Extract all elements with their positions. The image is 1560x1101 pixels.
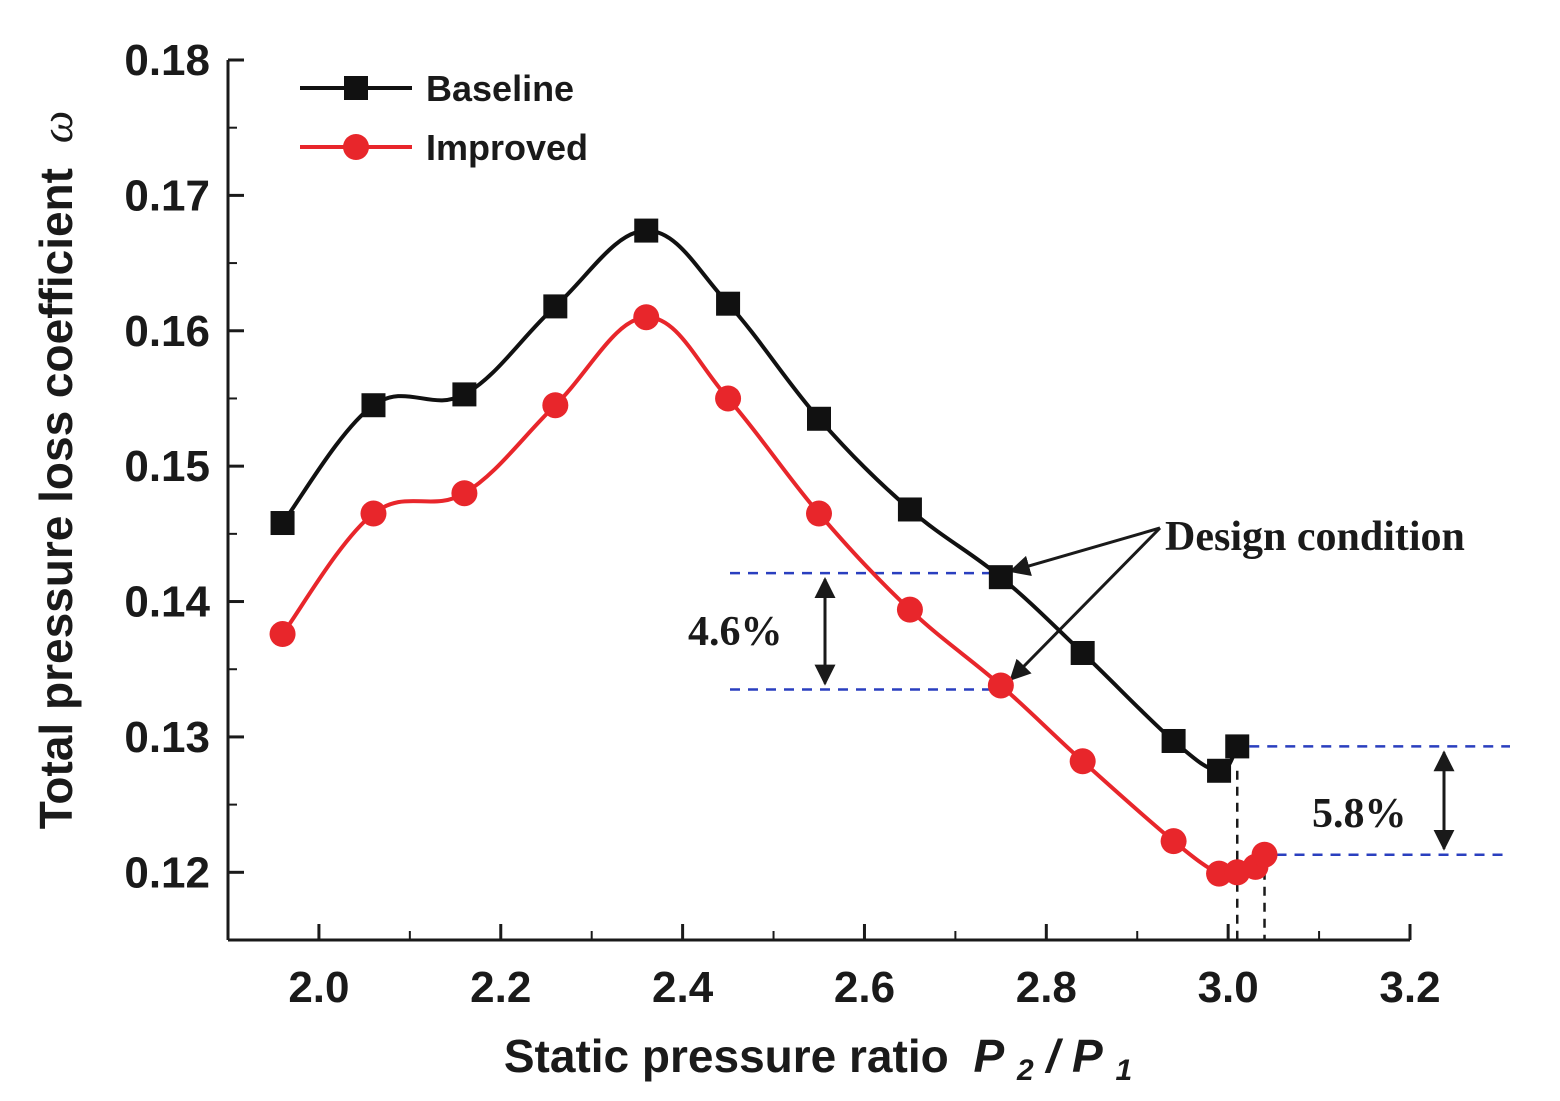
point-improved: [806, 500, 832, 527]
point-baseline: [807, 406, 831, 431]
point-improved: [1251, 841, 1278, 868]
series: [269, 218, 1278, 887]
x-axis-p1: P: [1072, 1030, 1103, 1082]
point-baseline: [1070, 640, 1095, 665]
legend-marker-square: [344, 76, 368, 100]
x-tick-label: 3.2: [1379, 963, 1440, 1012]
point-improved: [269, 621, 296, 648]
annotation-pct-5-8: 5.8%: [1312, 791, 1407, 837]
y-tick-label: 0.13: [124, 713, 210, 762]
point-baseline: [988, 565, 1013, 590]
legend: Baseline Improved: [300, 68, 588, 168]
x-axis-title-text: Static pressure ratio: [504, 1030, 949, 1082]
point-baseline: [361, 393, 386, 418]
x-axis-sub2: 2: [1016, 1054, 1034, 1087]
x-tick-label: 2.0: [288, 963, 349, 1012]
point-improved: [715, 385, 742, 412]
point-improved: [1069, 748, 1096, 775]
legend-label-baseline: Baseline: [426, 68, 574, 109]
y-tick-label: 0.17: [124, 171, 210, 220]
point-improved: [633, 304, 660, 331]
point-improved: [542, 392, 569, 419]
point-improved: [1160, 828, 1187, 855]
point-baseline: [897, 497, 922, 522]
point-improved: [360, 500, 387, 527]
x-axis-sub1: 1: [1115, 1054, 1132, 1087]
axes: 0.12 0.13 0.14 0.15 0.16 0.17 0.18 2.0 2.2 2.4 2.6…: [124, 36, 1440, 1012]
x-axis-slash: /: [1044, 1030, 1063, 1082]
x-tick-label: 2.6: [834, 963, 895, 1012]
point-improved: [987, 672, 1014, 699]
x-axis-title: Static pressure ratio P 2 / P 1: [504, 1030, 1132, 1090]
arrow-design-condition: [1009, 526, 1162, 681]
point-baseline: [270, 511, 295, 536]
point-baseline: [716, 291, 741, 316]
point-baseline: [1207, 758, 1232, 783]
point-baseline: [1225, 734, 1250, 759]
y-tick-label: 0.18: [124, 36, 210, 85]
arrow-design-condition: [1008, 526, 1161, 577]
annotation-pct-4-6: 4.6%: [688, 609, 783, 655]
y-axis-symbol: ω: [31, 111, 82, 143]
y-tick-label: 0.16: [124, 307, 210, 356]
y-tick-label: 0.15: [124, 442, 210, 491]
x-tick-label: 2.4: [652, 963, 714, 1012]
y-axis-title: Total pressure loss coefficient ω: [30, 111, 82, 830]
y-tick-label: 0.12: [124, 848, 210, 897]
annotations: [730, 526, 1510, 940]
point-baseline: [634, 218, 659, 243]
point-baseline: [1161, 728, 1186, 753]
point-improved: [896, 596, 923, 623]
x-axis-p2: P: [973, 1030, 1004, 1082]
x-tick-label: 3.0: [1198, 963, 1259, 1012]
x-tick-label: 2.2: [470, 963, 531, 1012]
point-baseline: [452, 382, 477, 407]
point-improved: [451, 480, 478, 507]
legend-marker-circle: [343, 134, 369, 160]
annotation-design-condition: Design condition: [1165, 514, 1465, 560]
x-tick-label: 2.8: [1016, 963, 1077, 1012]
y-tick-label: 0.14: [124, 578, 210, 627]
y-axis-title-text: Total pressure loss coefficient: [30, 168, 82, 829]
legend-label-improved: Improved: [426, 127, 588, 168]
point-baseline: [543, 294, 568, 319]
